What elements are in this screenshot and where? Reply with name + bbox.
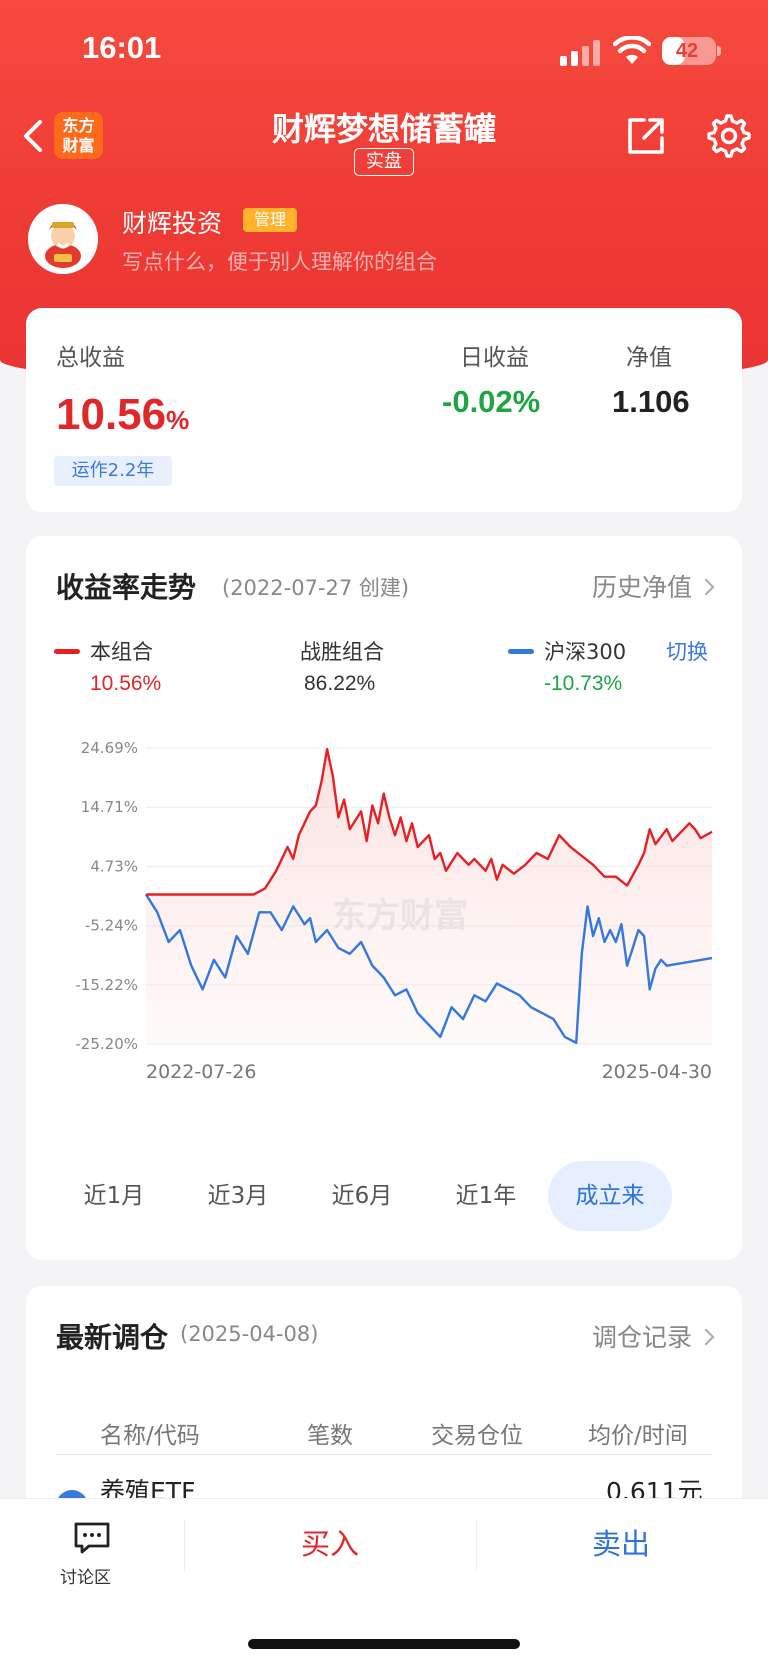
range-tab[interactable]: 近1年 (455, 1183, 517, 1209)
column-header-name: 名称/代码 (100, 1423, 200, 1449)
status-time: 16:01 (82, 30, 162, 65)
eastmoney-logo: 东方财富 (54, 112, 103, 159)
status-bar: 16:01 42 (0, 0, 768, 100)
signal-icon (560, 40, 600, 66)
portfolio-legend-name: 本组合 (90, 640, 153, 664)
summary-card: 总收益 10.56% 运作2.2年 日收益 -0.02% 净值 1.106 (26, 308, 742, 512)
beat-ratio-label: 战胜组合 (300, 640, 384, 664)
logo-text: 东方财富 (62, 116, 95, 155)
trend-created-date: (2022-07-27 创建) (222, 576, 410, 600)
daily-return-label: 日收益 (460, 345, 529, 371)
buy-button[interactable]: 买入 (300, 1527, 359, 1561)
wifi-icon (613, 36, 651, 64)
switch-benchmark-link[interactable]: 切换 (666, 640, 708, 664)
y-tick-label: -5.24% (85, 917, 138, 935)
daily-return-value: -0.02% (442, 384, 541, 419)
rebalance-title: 最新调仓 (56, 1321, 169, 1354)
battery-level (662, 37, 685, 65)
portfolio-legend-swatch (54, 649, 80, 654)
nav-value: 1.106 (612, 384, 690, 419)
total-return-label: 总收益 (56, 345, 125, 371)
portfolio-line (146, 747, 713, 896)
range-tab[interactable]: 近3月 (207, 1183, 269, 1209)
owner-name[interactable]: 财辉投资 (122, 209, 223, 238)
back-icon[interactable] (18, 116, 48, 156)
battery-percent: 42 (675, 40, 699, 62)
total-return-unit: % (166, 405, 190, 435)
running-duration-badge: 运作2.2年 (54, 456, 172, 486)
table-divider (56, 1454, 712, 1455)
sell-button[interactable]: 卖出 (591, 1527, 650, 1561)
rebalance-date: (2025-04-08) (180, 1322, 319, 1346)
admin-badge: 管理 (243, 208, 297, 232)
range-tab[interactable]: 近6月 (331, 1183, 393, 1209)
y-tick-label: 4.73% (90, 857, 138, 875)
y-tick-label: 24.69% (81, 739, 138, 757)
chart-watermark: 东方财富 (332, 896, 468, 936)
chevron-right-icon (697, 1328, 715, 1346)
range-selector: 近1月 近3月 近6月 近1年 成立来 (26, 1161, 742, 1231)
chevron-right-icon (697, 578, 715, 596)
share-icon[interactable] (624, 114, 668, 158)
real-account-tag: 实盘 (354, 148, 414, 176)
index-legend-name: 沪深300 (544, 640, 627, 664)
column-header-price-time: 均价/时间 (588, 1423, 688, 1449)
column-header-position: 交易仓位 (431, 1423, 523, 1449)
home-indicator (248, 1639, 520, 1649)
index-line (144, 893, 713, 1044)
history-nav-label: 历史净值 (591, 573, 692, 602)
avatar[interactable] (28, 204, 98, 274)
battery-tip (717, 46, 721, 56)
beat-ratio-value: 86.22% (304, 672, 376, 695)
trend-title: 收益率走势 (56, 571, 197, 604)
gear-icon[interactable] (706, 113, 752, 159)
battery-icon: 42 (662, 37, 716, 65)
y-tick-label: 14.71% (81, 798, 138, 816)
x-tick-label: 2025-04-30 (602, 1061, 712, 1083)
bottom-action-bar: 讨论区 买入 卖出 (0, 1498, 768, 1663)
divider (476, 1519, 477, 1571)
page-title: 财辉梦想储蓄罐 (271, 110, 496, 148)
comment-icon[interactable] (73, 1521, 111, 1555)
portfolio-description[interactable]: 写点什么，便于别人理解你的组合 (122, 250, 437, 274)
nav-label: 净值 (626, 345, 672, 371)
portfolio-legend-value: 10.56% (90, 672, 162, 695)
divider (184, 1519, 185, 1571)
discussion-label[interactable]: 讨论区 (60, 1568, 111, 1588)
y-tick-label: -15.22% (75, 976, 138, 994)
history-nav-link[interactable]: 历史净值 (591, 568, 715, 604)
range-tab[interactable]: 成立来 (548, 1161, 672, 1231)
range-tab[interactable]: 近1月 (83, 1183, 145, 1209)
rebalance-records-label: 调仓记录 (591, 1323, 692, 1352)
index-legend-swatch (508, 649, 534, 654)
total-return-value: 10.56% (56, 390, 189, 440)
column-header-count: 笔数 (307, 1423, 353, 1449)
x-tick-label: 2022-07-26 (146, 1061, 256, 1083)
total-return-number: 10.56 (56, 390, 167, 439)
avatar-image (28, 204, 98, 274)
return-chart[interactable]: 24.69% 14.71% 4.73% -5.24% -15.22% -25.20% 202… (26, 726, 742, 1106)
portfolio-area (146, 749, 712, 1044)
rebalance-records-link[interactable]: 调仓记录 (591, 1318, 715, 1354)
return-trend-card: 收益率走势 (2022-07-27 创建) 历史净值 本组合 10.56% 战胜… (26, 536, 742, 1260)
index-legend-value: -10.73% (544, 672, 623, 695)
y-tick-label: -25.20% (75, 1035, 138, 1053)
